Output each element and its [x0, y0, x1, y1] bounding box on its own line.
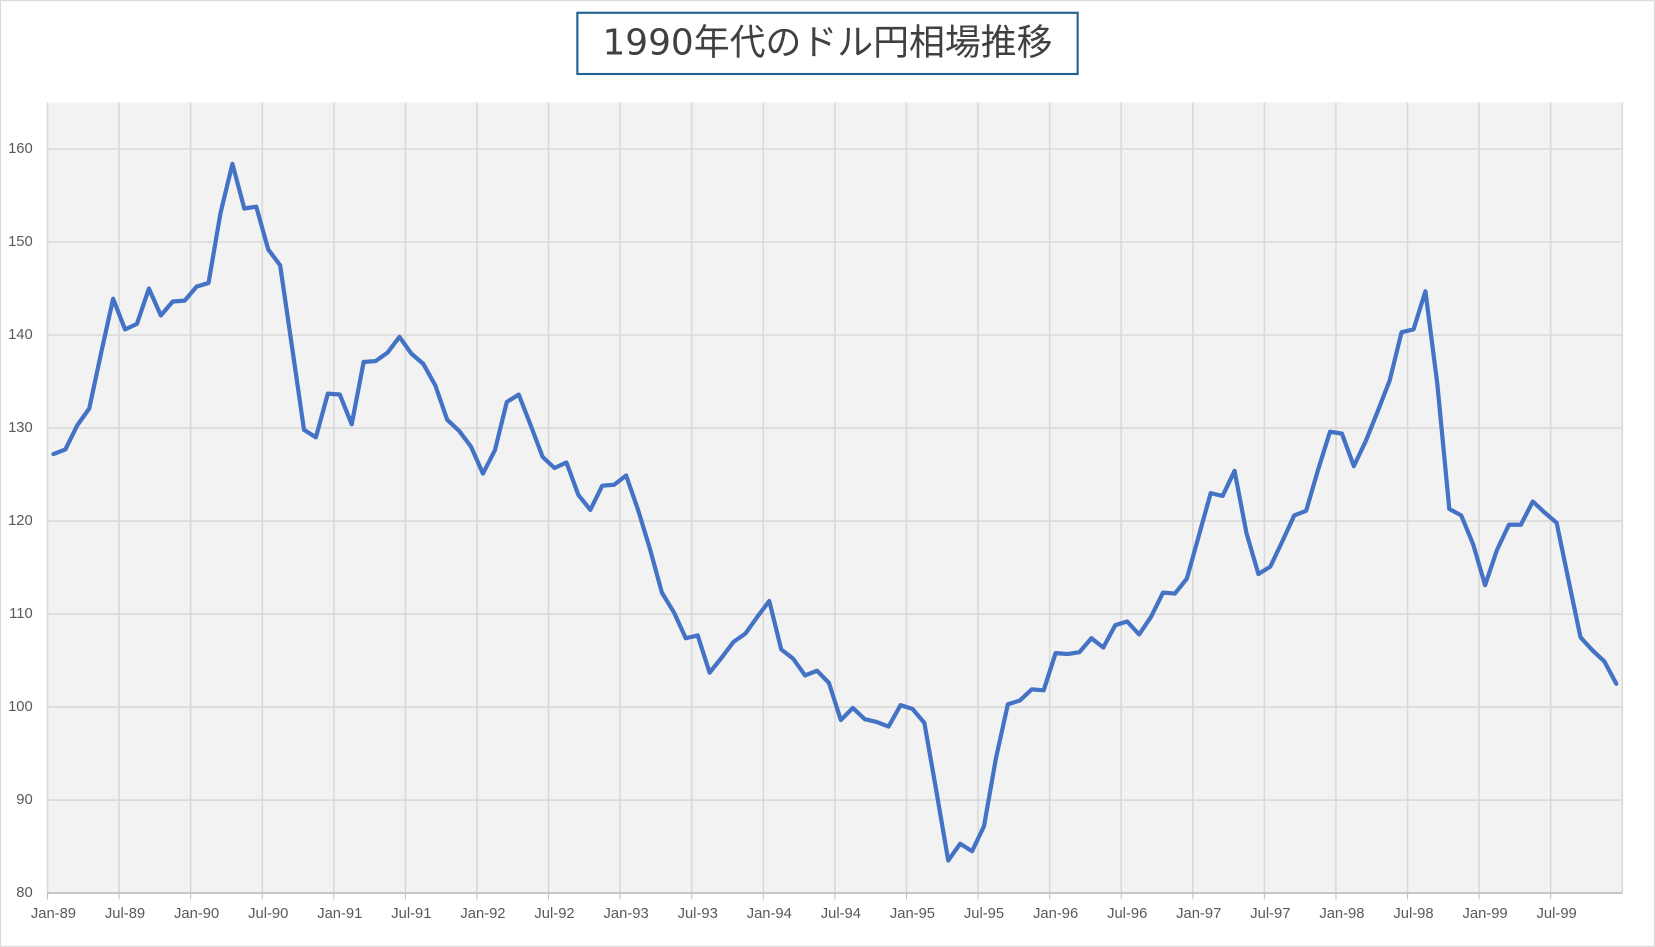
- x-tick-label: Jul-95: [964, 906, 1004, 922]
- y-tick-label: 140: [8, 327, 33, 343]
- y-tick-label: 90: [16, 792, 32, 808]
- y-tick-label: 130: [8, 420, 33, 436]
- y-tick-label: 80: [16, 885, 32, 901]
- x-tick-label: Jul-91: [391, 906, 431, 922]
- x-tick-label: Jan-97: [1176, 906, 1221, 922]
- title-box: [576, 11, 1079, 76]
- x-tick-label: Jul-97: [1250, 906, 1290, 922]
- x-tick-label: Jul-90: [248, 906, 288, 922]
- x-tick-label: Jul-94: [821, 906, 861, 922]
- x-tick-label: Jan-96: [1033, 906, 1078, 922]
- x-tick-label: Jan-98: [1319, 906, 1364, 922]
- x-tick-label: Jan-99: [1463, 906, 1508, 922]
- x-tick-label: Jul-99: [1537, 906, 1577, 922]
- y-tick-label: 100: [8, 699, 33, 715]
- x-tick-label: Jan-89: [31, 906, 76, 922]
- x-tick-label: Jan-95: [890, 906, 935, 922]
- data-line: [51, 161, 1619, 863]
- x-tick-label: Jan-93: [604, 906, 649, 922]
- x-tick-label: Jan-90: [174, 906, 219, 922]
- y-tick-label: 110: [9, 606, 33, 622]
- x-tick-label: Jan-94: [747, 906, 792, 922]
- x-tick-label: Jul-96: [1107, 906, 1147, 922]
- chart-title: 1990年代のドル円相場推移: [602, 22, 1052, 63]
- x-tick-label: Jul-98: [1393, 906, 1433, 922]
- y-tick-label: 120: [8, 513, 33, 529]
- x-tick-label: Jul-92: [534, 906, 574, 922]
- x-tick-label: Jan-91: [317, 906, 362, 922]
- x-tick-label: Jul-89: [105, 906, 145, 922]
- y-tick-label: 150: [8, 234, 33, 250]
- x-tick-label: Jan-92: [460, 906, 505, 922]
- y-tick-label: 160: [8, 141, 33, 157]
- x-tick-label: Jul-93: [678, 906, 718, 922]
